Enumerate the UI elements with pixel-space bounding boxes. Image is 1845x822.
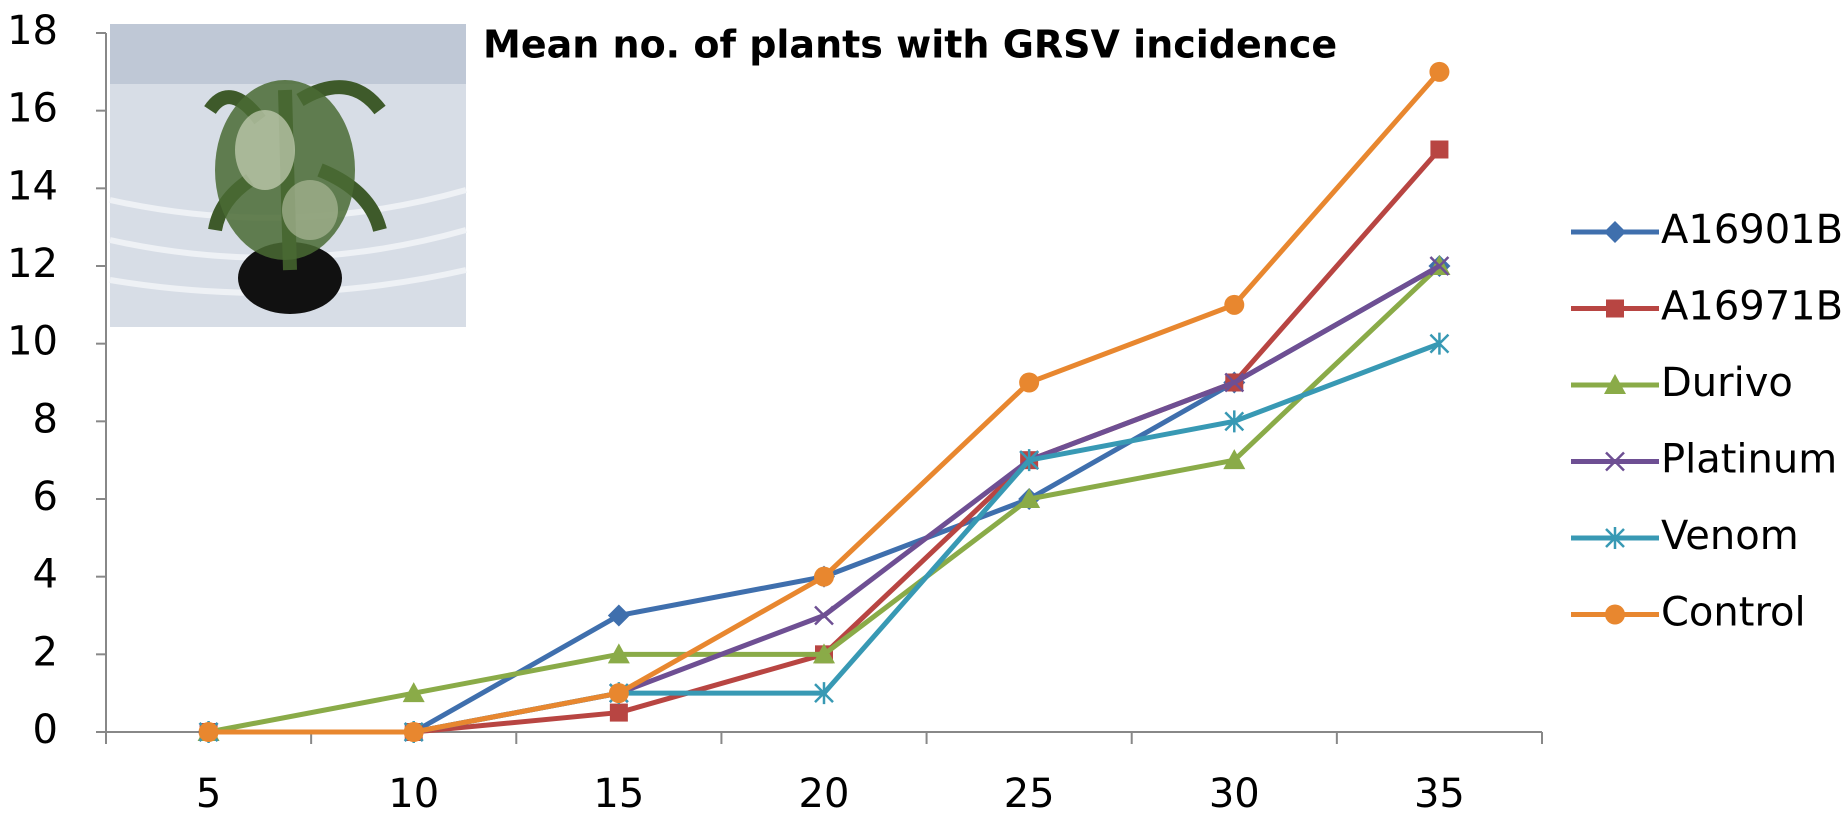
marker <box>1224 372 1245 393</box>
y-tick-label: 8 <box>33 396 58 442</box>
legend-marker <box>1605 527 1625 549</box>
y-tick-label: 10 <box>7 319 58 365</box>
line <box>208 341 1441 735</box>
legend-label: A16901B <box>1661 207 1843 253</box>
marker <box>607 604 630 627</box>
y-tick-label: 6 <box>33 474 58 520</box>
legend-entry: A16971B <box>1571 284 1843 330</box>
y-tick-label: 12 <box>7 241 58 287</box>
series <box>197 255 1451 743</box>
x-tick-label: 35 <box>1414 771 1465 817</box>
y-tick-label: 2 <box>33 629 58 675</box>
legend-label: A16971B <box>1661 284 1843 330</box>
legend-marker <box>1605 604 1625 625</box>
marker <box>814 566 834 587</box>
legend-entry: Control <box>1571 590 1806 636</box>
y-tick-label: 16 <box>7 86 58 132</box>
x-tick-label: 5 <box>196 771 221 817</box>
marker <box>608 683 629 704</box>
legend-entry: Durivo <box>1571 360 1793 406</box>
legend-entry: Platinum <box>1571 437 1837 483</box>
y-tick-label: 14 <box>7 163 58 209</box>
marker <box>198 722 219 742</box>
marker <box>1429 61 1450 82</box>
marker <box>1430 140 1449 159</box>
marker <box>1019 449 1040 472</box>
marker <box>607 643 630 664</box>
marker <box>609 703 628 722</box>
legend-marker <box>1604 221 1626 243</box>
series <box>198 256 1450 742</box>
chart-title: Mean no. of plants with GRSV incidence <box>483 23 1337 67</box>
series <box>197 255 1451 741</box>
x-tick-label: 10 <box>388 771 439 817</box>
series <box>198 61 1450 742</box>
photo-inset <box>109 24 467 327</box>
y-tick-label: 18 <box>7 8 58 54</box>
marker <box>1429 332 1450 355</box>
marker <box>814 682 834 705</box>
legend-label: Venom <box>1661 513 1799 559</box>
marker <box>403 722 424 742</box>
marker <box>1224 410 1245 433</box>
legend-label: Platinum <box>1661 437 1837 483</box>
marker <box>1018 488 1041 508</box>
marker <box>1224 294 1245 315</box>
series <box>198 332 1450 743</box>
legend-label: Durivo <box>1661 360 1793 406</box>
y-tick-label: 4 <box>33 552 58 598</box>
legend-marker <box>1605 451 1625 472</box>
legend-marker <box>1606 299 1624 318</box>
legend-entry: A16901B <box>1571 207 1843 253</box>
x-tick-label: 25 <box>1004 771 1055 817</box>
y-tick-label: 0 <box>33 707 58 753</box>
legend-marker <box>1604 374 1626 394</box>
marker <box>813 643 835 664</box>
x-tick-label: 30 <box>1209 771 1260 817</box>
marker <box>402 682 425 703</box>
marker <box>814 605 834 626</box>
marker <box>1429 256 1450 276</box>
legend-label: Control <box>1661 590 1806 636</box>
marker <box>1223 449 1246 470</box>
marker <box>1019 372 1040 393</box>
x-tick-label: 15 <box>593 771 644 817</box>
x-tick-label: 20 <box>799 771 850 817</box>
legend-entry: Venom <box>1571 513 1799 559</box>
